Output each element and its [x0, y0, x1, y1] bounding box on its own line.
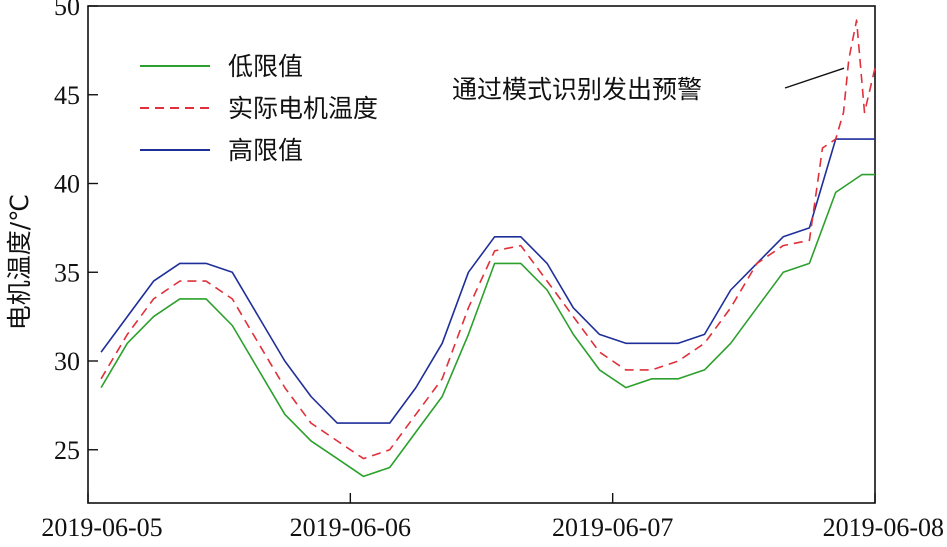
- legend: 低限值 实际电机温度 高限值: [140, 52, 378, 165]
- x-tick-labels: 2019-06-05 2019-06-06 2019-06-07 2019-06-08: [41, 513, 944, 542]
- series-layer: [100, 19, 876, 478]
- series-line-low: [100, 173, 875, 478]
- x-tick-label: 2019-06-05: [41, 513, 162, 542]
- annotation: 通过模式识别发出预警: [452, 67, 845, 104]
- y-tick-label: 50: [54, 0, 80, 21]
- series-line-high: [100, 138, 875, 424]
- y-tick-label: 30: [54, 347, 80, 376]
- y-tick-labels: 25 30 35 40 45 50: [54, 0, 80, 465]
- y-axis-label: 电机温度/℃: [5, 194, 34, 331]
- y-tick-label: 45: [54, 81, 80, 110]
- annotation-text: 通过模式识别发出预警: [452, 75, 702, 104]
- y-tick-label: 35: [54, 258, 80, 287]
- legend-label-actual: 实际电机温度: [228, 94, 378, 123]
- legend-label-low: 低限值: [228, 52, 303, 81]
- y-tick-label: 25: [54, 436, 80, 465]
- x-tick-label: 2019-06-07: [552, 513, 673, 542]
- y-tick-label: 40: [54, 170, 80, 199]
- legend-label-high: 高限值: [228, 136, 303, 165]
- annotation-leader-line: [784, 67, 845, 89]
- x-tick-label: 2019-06-08: [823, 513, 944, 542]
- tick-marks: [87, 5, 876, 503]
- series-line-actual: [100, 19, 876, 460]
- x-tick-label: 2019-06-06: [290, 513, 411, 542]
- plot-frame: [87, 5, 876, 504]
